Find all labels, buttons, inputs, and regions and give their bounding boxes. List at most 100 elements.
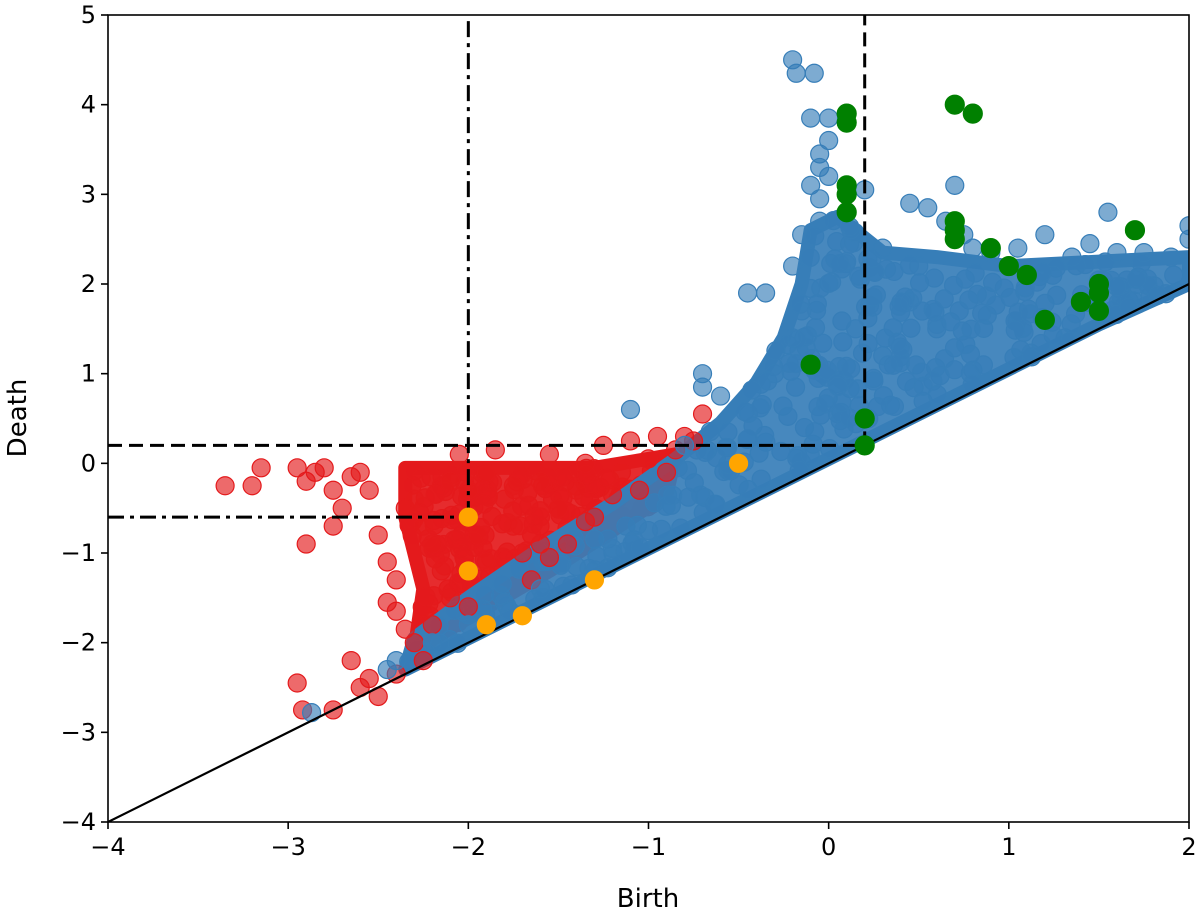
red-series-point xyxy=(404,633,424,653)
blue-series-point xyxy=(786,63,806,83)
blue-series-point xyxy=(1161,247,1181,267)
blue-series-point xyxy=(1047,285,1067,305)
blue-series-point xyxy=(832,392,852,412)
red-series-point xyxy=(494,489,514,509)
red-series-point xyxy=(440,588,460,608)
y-tick-label: 1 xyxy=(81,360,96,388)
blue-series-point xyxy=(900,292,920,312)
blue-series-point xyxy=(863,287,883,307)
blue-series-point xyxy=(1107,277,1127,297)
y-tick-label: 0 xyxy=(81,449,96,477)
red-series-point xyxy=(350,462,370,482)
green-series-point xyxy=(1034,309,1055,330)
green-series-point xyxy=(836,184,857,205)
orange-series-point xyxy=(458,561,478,581)
blue-series-point xyxy=(566,556,587,577)
blue-series-point xyxy=(819,108,839,128)
y-axis-label: Death xyxy=(3,379,33,458)
blue-series-point xyxy=(756,283,776,303)
blue-series-point xyxy=(783,256,803,276)
red-series-point xyxy=(386,601,406,621)
blue-series-point xyxy=(755,425,775,446)
blue-series-point xyxy=(873,346,893,366)
blue-series-point xyxy=(810,189,830,209)
blue-series-point xyxy=(751,469,771,489)
blue-series-point xyxy=(956,334,976,355)
red-series-point xyxy=(440,471,460,491)
red-series-point xyxy=(485,440,505,460)
red-series-point xyxy=(539,547,560,568)
red-series-point xyxy=(638,449,659,469)
blue-series-point xyxy=(1164,265,1184,285)
blue-series-point xyxy=(828,376,848,397)
blue-series-point xyxy=(819,130,839,151)
diagonal-layer xyxy=(108,283,1189,822)
blue-series-point xyxy=(1008,238,1028,258)
y-tick-label: −2 xyxy=(61,629,96,657)
reference-lines xyxy=(108,15,867,519)
red-series-point xyxy=(512,496,532,516)
blue-series-point xyxy=(884,396,905,417)
y-tick-label: 4 xyxy=(81,91,96,119)
blue-series-point xyxy=(801,175,821,195)
red-series-point xyxy=(476,462,496,482)
y-tick-label: −3 xyxy=(61,718,96,746)
red-series-point xyxy=(566,480,587,500)
green-series-point xyxy=(854,435,875,456)
blue-series-point xyxy=(852,343,873,363)
red-series-point xyxy=(422,615,442,635)
plot-area xyxy=(108,15,1189,822)
blue-series-point xyxy=(965,263,985,283)
red-series-point xyxy=(251,458,271,478)
green-series xyxy=(800,94,1146,456)
blue-series-point xyxy=(949,301,969,321)
blue-series-point xyxy=(638,520,659,541)
blue-series-point xyxy=(801,278,821,299)
red-series-point xyxy=(602,485,623,505)
blue-series-point xyxy=(813,333,833,353)
blue-series-point xyxy=(896,371,917,392)
blue-series-point xyxy=(900,193,920,213)
y-tick-label: −1 xyxy=(61,539,96,567)
blue-series-point xyxy=(963,238,983,258)
red-series-point xyxy=(575,512,596,532)
red-series xyxy=(215,404,713,720)
blue-series-point xyxy=(972,303,992,323)
red-series-point xyxy=(341,650,361,671)
blue-series-point xyxy=(765,364,785,384)
blue-series-point xyxy=(901,318,921,338)
blue-series-point xyxy=(778,406,798,426)
red-series-point xyxy=(323,516,343,536)
green-series-point xyxy=(836,202,857,223)
blue-series-point xyxy=(710,386,731,406)
green-series-point xyxy=(944,229,965,250)
blue-series-point xyxy=(833,332,853,352)
red-series-point xyxy=(422,534,442,554)
orange-series xyxy=(458,453,749,635)
red-series-point xyxy=(416,587,436,607)
blue-series-point xyxy=(492,574,512,594)
blue-series-point xyxy=(962,374,982,394)
blue-series-point xyxy=(785,377,806,397)
red-series-point xyxy=(656,462,677,482)
blue-series-point xyxy=(837,251,857,272)
blue-series-point xyxy=(927,384,947,405)
blue-series-point xyxy=(1062,247,1082,267)
y-tick-label: 5 xyxy=(81,1,96,29)
blue-series-point xyxy=(1005,320,1025,340)
red-series-point xyxy=(557,534,578,554)
blue-series-point xyxy=(737,283,758,303)
blue-series-point xyxy=(1080,234,1100,254)
orange-series-point xyxy=(584,570,605,590)
red-series-point xyxy=(296,534,316,554)
blue-series-point xyxy=(677,460,698,481)
blue-series-point xyxy=(663,485,683,505)
blue-series-point xyxy=(1179,229,1189,249)
blue-series-point xyxy=(695,442,715,462)
red-series-point xyxy=(287,458,307,478)
blue-series-point xyxy=(792,301,812,321)
blue-series-point xyxy=(804,63,824,83)
red-series-point xyxy=(395,619,415,639)
blue-series-point xyxy=(923,299,943,320)
